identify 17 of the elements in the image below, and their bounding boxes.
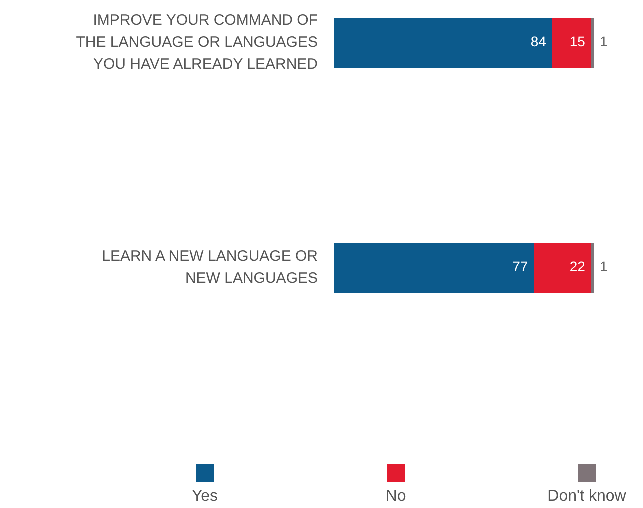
legend-label: Don't know bbox=[548, 488, 627, 505]
y-tick-label: LEARN A NEW LANGUAGE OR NEW LANGUAGES bbox=[102, 248, 318, 287]
bar bbox=[591, 18, 594, 68]
bar bbox=[334, 243, 534, 293]
data-label: 1 bbox=[600, 34, 608, 50]
y-tick-label: IMPROVE YOUR COMMAND OF THE LANGUAGE OR LANGUAGES YOU HAVE ALREADY LEARNED bbox=[76, 12, 318, 73]
legend-label: No bbox=[386, 488, 406, 505]
data-label: 77 bbox=[512, 258, 528, 275]
data-label: 22 bbox=[570, 258, 586, 275]
data-label: 15 bbox=[570, 34, 586, 50]
bar bbox=[552, 18, 592, 68]
bar bbox=[334, 18, 552, 68]
data-label: 84 bbox=[530, 34, 547, 50]
bar bbox=[591, 243, 594, 293]
data-label: 1 bbox=[600, 258, 608, 275]
legend-label: Yes bbox=[192, 488, 218, 505]
bar bbox=[534, 243, 592, 293]
